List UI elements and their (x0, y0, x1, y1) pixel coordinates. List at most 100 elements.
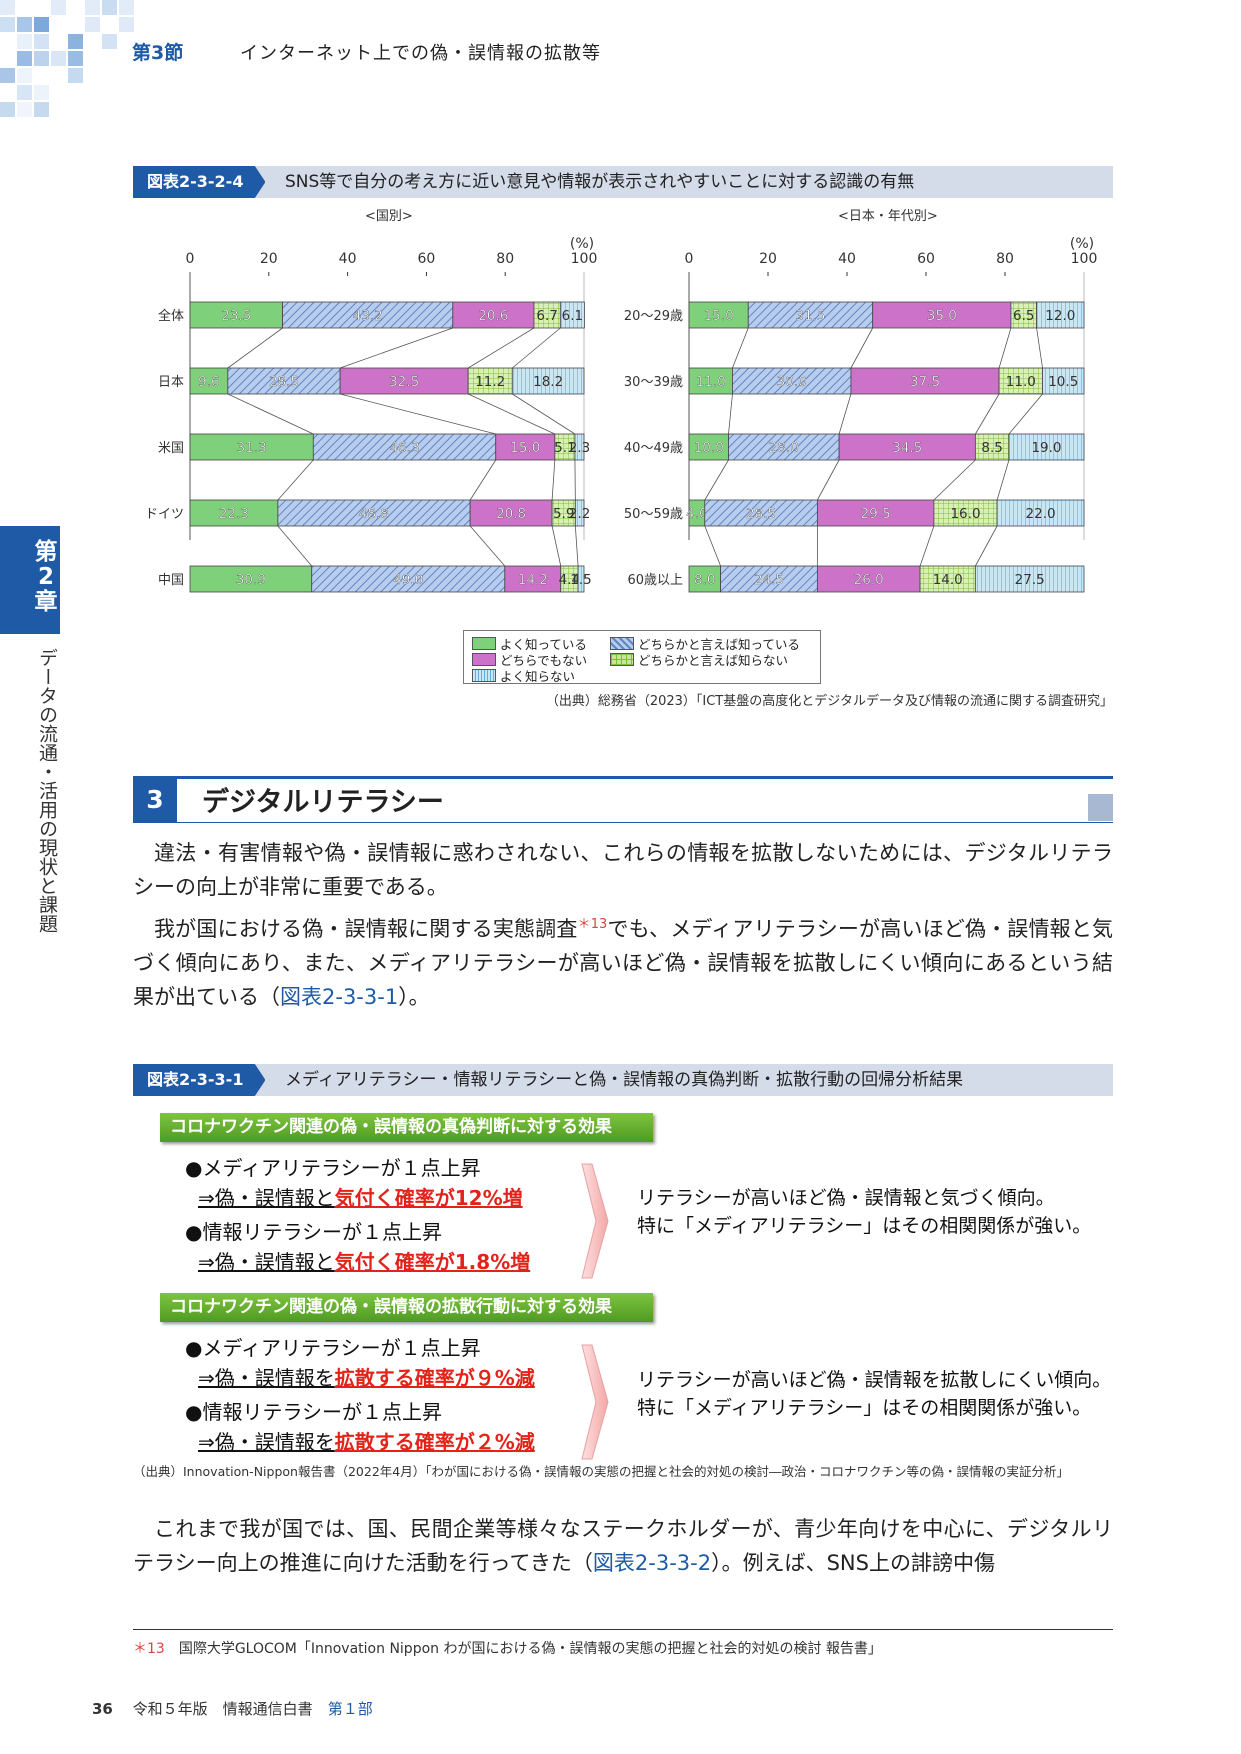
part-label: 第１部 (327, 1700, 373, 1718)
bar-segment (974, 433, 1010, 461)
bar-segment (189, 565, 313, 593)
legend-swatch (472, 653, 496, 666)
data-label: 8.5 (981, 440, 1002, 456)
conclusion: リテラシーが高いほど偽・誤情報と気づく傾向。 (637, 1187, 1055, 1209)
connector-line (469, 459, 497, 501)
legend-item: どちらでもない (472, 650, 587, 669)
data-label: 15.0 (704, 308, 734, 324)
decor-square (51, 51, 66, 66)
effect-item: ●メディアリテラシーが１点上昇 (185, 1156, 481, 1180)
x-tick-label: 60 (417, 251, 435, 267)
paragraph: 違法・有害情報や偽・誤情報に惑わされない、これらの情報を拡散しないためには、デジ… (133, 841, 1113, 899)
connector-line (704, 459, 729, 501)
result-highlight: 拡散する確率が９%減 (334, 1366, 535, 1390)
connector-line (467, 393, 556, 435)
x-tick-label: 80 (996, 251, 1014, 267)
x-tick-label: 0 (186, 251, 195, 267)
data-label: 31.5 (795, 308, 825, 324)
bar-segment (998, 367, 1043, 395)
footnote-ref[interactable]: ＊13 (577, 917, 608, 932)
effect-result: ⇒偽・誤情報を拡散する確率が９%減 (198, 1363, 535, 1393)
bar-segment (816, 499, 935, 527)
data-label: 12.0 (1045, 308, 1075, 324)
bar-segment (577, 565, 585, 593)
section-decoration (1088, 794, 1113, 821)
paragraph: これまで我が国では、国、民間企業等様々なステークホルダーが、青少年向けを中心に、… (133, 1512, 1113, 1580)
result-prefix: ⇒偽・誤情報を (198, 1366, 335, 1390)
page-footer: 36 令和５年版 情報通信白書 第１部 (92, 1698, 373, 1719)
data-label: 46.3 (390, 440, 420, 456)
effect-item: ●メディアリテラシーが１点上昇 (185, 1336, 481, 1360)
data-label: 22.3 (219, 506, 249, 522)
legend-swatch (610, 653, 634, 666)
legend-item: どちらかと言えば知らない (610, 650, 788, 669)
bar-segment (732, 367, 852, 395)
legend-item: よく知っている (472, 634, 587, 653)
x-tick-label: 40 (339, 251, 357, 267)
figure-link[interactable]: 図表2-3-3-1 (280, 985, 399, 1009)
x-tick-label: 100 (571, 251, 598, 267)
connector-line (704, 525, 721, 567)
chart-subtitle-age: <日本・年代別> (838, 209, 938, 224)
legend-label: どちらかと言えば知っている (638, 637, 800, 652)
bar-segment (728, 433, 840, 461)
x-tick-label: 20 (260, 251, 278, 267)
connector-line (732, 327, 749, 369)
bar-segment (704, 499, 818, 527)
data-label: 31.3 (237, 440, 267, 456)
category-label: 20～29歳 (624, 309, 683, 324)
bar-segment (282, 301, 454, 329)
bar-segment (559, 301, 585, 329)
decor-square (0, 68, 15, 83)
data-label: 14.2 (518, 572, 548, 588)
decor-square (0, 17, 15, 32)
page-number: 36 (92, 1700, 113, 1718)
data-label: 29.5 (861, 506, 891, 522)
conclusion: リテラシーが高いほど偽・誤情報を拡散しにくい傾向。 (637, 1369, 1112, 1391)
connector-line (469, 525, 506, 567)
footnote-text: 国際大学GLOCOM「Innovation Nippon わが国における偽・誤情… (178, 1641, 882, 1657)
bar-segment (574, 433, 585, 461)
x-tick-label: 100 (1071, 251, 1098, 267)
bar-segment (227, 367, 341, 395)
connector-line (933, 459, 976, 501)
category-label: 日本 (158, 375, 184, 390)
section-number: 3 (133, 778, 177, 822)
bar-segment (189, 367, 229, 395)
data-label: 48.8 (359, 506, 389, 522)
result-prefix: ⇒偽・誤情報と (198, 1186, 335, 1210)
paragraph-text: ）。 (398, 985, 430, 1009)
data-label: 43.2 (353, 308, 383, 324)
bar-segment (533, 301, 561, 329)
bar-segment (688, 301, 749, 329)
bar-segment (1008, 433, 1085, 461)
section-rule (133, 776, 1113, 779)
connector-line (277, 525, 313, 567)
data-label: 6.5 (1013, 308, 1034, 324)
arrow-right-icon (581, 1344, 609, 1460)
category-label: ドイツ (145, 507, 184, 522)
legend-item: どちらかと言えば知っている (610, 634, 800, 653)
bar-segment (974, 565, 1085, 593)
connector-line (551, 525, 562, 567)
decor-square (34, 102, 49, 117)
footnote: ＊13 国際大学GLOCOM「Innovation Nippon わが国における… (133, 1638, 882, 1658)
data-label: 22.0 (1026, 506, 1056, 522)
figure-source: （出典）Innovation-Nippon報告書（2022年4月）「わが国におけ… (133, 1464, 1069, 1479)
bar-segment (311, 565, 506, 593)
result-prefix: ⇒偽・誤情報と (198, 1250, 335, 1274)
decor-square (68, 51, 83, 66)
section-underline (133, 822, 1113, 823)
connector-line (838, 393, 852, 435)
data-label: 34.5 (892, 440, 922, 456)
data-label: 5.9 (553, 506, 574, 522)
figure-tag: 図表2-3-2-4 (133, 166, 266, 198)
bar-segment (495, 433, 556, 461)
figure-link[interactable]: 図表2-3-3-2 (592, 1551, 712, 1575)
data-label: 18.2 (533, 374, 563, 390)
data-label: 19.0 (1031, 440, 1061, 456)
connector-line (467, 327, 535, 369)
bar-segment (996, 499, 1085, 527)
legend-swatch (610, 637, 634, 650)
decor-square (17, 51, 32, 66)
